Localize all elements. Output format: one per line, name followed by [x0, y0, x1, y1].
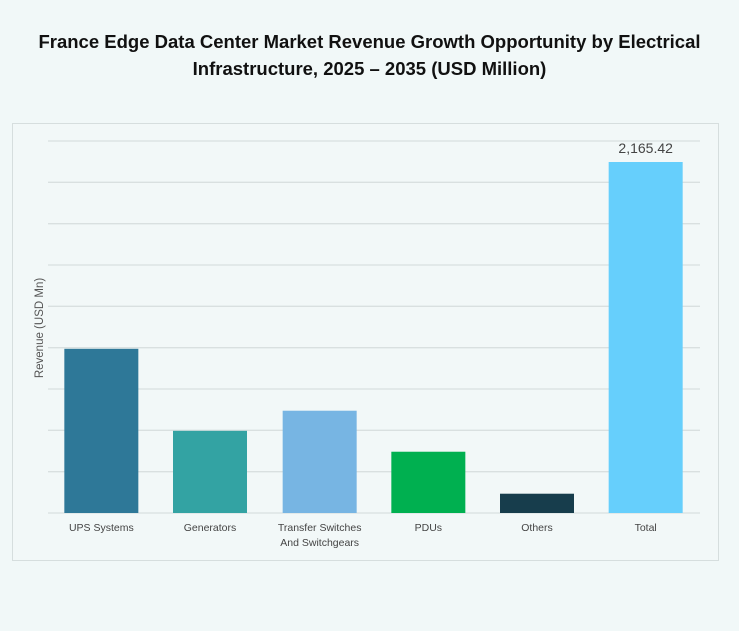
x-tick-label: UPS Systems [69, 522, 134, 534]
bar-generators [173, 430, 247, 513]
x-tick-label: Total [635, 522, 657, 534]
y-axis-label: Revenue (USD Mn) [34, 278, 46, 379]
bar-pdus [391, 451, 466, 513]
x-tick-label: Others [521, 522, 553, 534]
data-label: 2,165.42 [618, 140, 673, 156]
chart-title-line-2: Infrastructure, 2025 – 2035 (USD Million… [192, 58, 547, 79]
x-tick-label: Transfer Switches [278, 522, 362, 534]
chart-title: France Edge Data Center Market Revenue G… [0, 28, 739, 82]
x-tick-label: PDUs [415, 522, 442, 534]
x-tick-label: And Switchgears [280, 537, 359, 549]
bar-transfer-switches-and-switchgears [282, 410, 357, 513]
bar-total [608, 162, 683, 513]
chart-title-line-1: France Edge Data Center Market Revenue G… [38, 31, 701, 52]
bar-others [500, 493, 574, 513]
bar-ups-systems [64, 348, 139, 513]
x-tick-label: Generators [184, 522, 237, 534]
